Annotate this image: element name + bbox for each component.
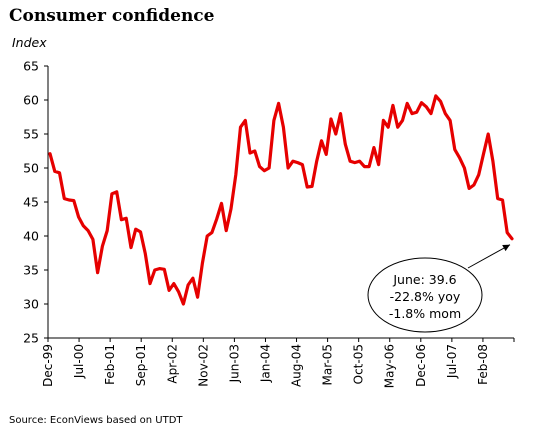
x-tick-label: Oct-05 (352, 344, 366, 384)
y-tick-label: 55 (23, 127, 39, 142)
chart-subtitle: Index (12, 35, 47, 50)
x-tick-label: Feb-01 (103, 344, 117, 385)
series-line-0 (48, 94, 514, 306)
chart-source: Source: EconViews based on UTDT (9, 415, 183, 426)
y-tick-label: 40 (23, 229, 39, 244)
x-tick-label: Jan-04 (258, 344, 272, 383)
y-tick-label: 60 (23, 93, 39, 108)
chart-title: Consumer confidence (9, 6, 215, 26)
annotation-text: -22.8% yoy (390, 289, 461, 304)
x-tick-label: Jul-00 (72, 344, 86, 379)
x-tick-label: Nov-02 (196, 344, 210, 387)
x-tick-label: Feb-08 (476, 344, 490, 385)
x-tick-label: Aug-04 (290, 344, 304, 387)
y-tick-label: 45 (23, 195, 39, 210)
x-tick-label: Dec-99 (41, 344, 55, 387)
y-tick-label: 65 (23, 59, 39, 74)
annotation-arrowhead (502, 244, 510, 252)
y-tick-label: 35 (23, 263, 39, 278)
x-tick-label: Dec-06 (414, 344, 428, 387)
x-tick-label: Jul-07 (445, 344, 459, 379)
annotation-text: June: 39.6 (392, 272, 456, 287)
x-tick-label: Jun-03 (227, 344, 241, 383)
annotation-arrow (467, 244, 511, 269)
x-tick-label: May-06 (383, 344, 397, 388)
y-tick-label: 30 (23, 297, 39, 312)
y-tick-label: 50 (23, 161, 39, 176)
y-tick-label: 25 (23, 331, 39, 346)
x-tick-label: Apr-02 (165, 344, 179, 384)
x-tick-label: Sep-01 (134, 344, 148, 386)
annotation-ellipse (367, 257, 483, 333)
annotation-text: -1.8% mom (389, 306, 461, 321)
x-tick-label: Mar-05 (321, 344, 335, 385)
